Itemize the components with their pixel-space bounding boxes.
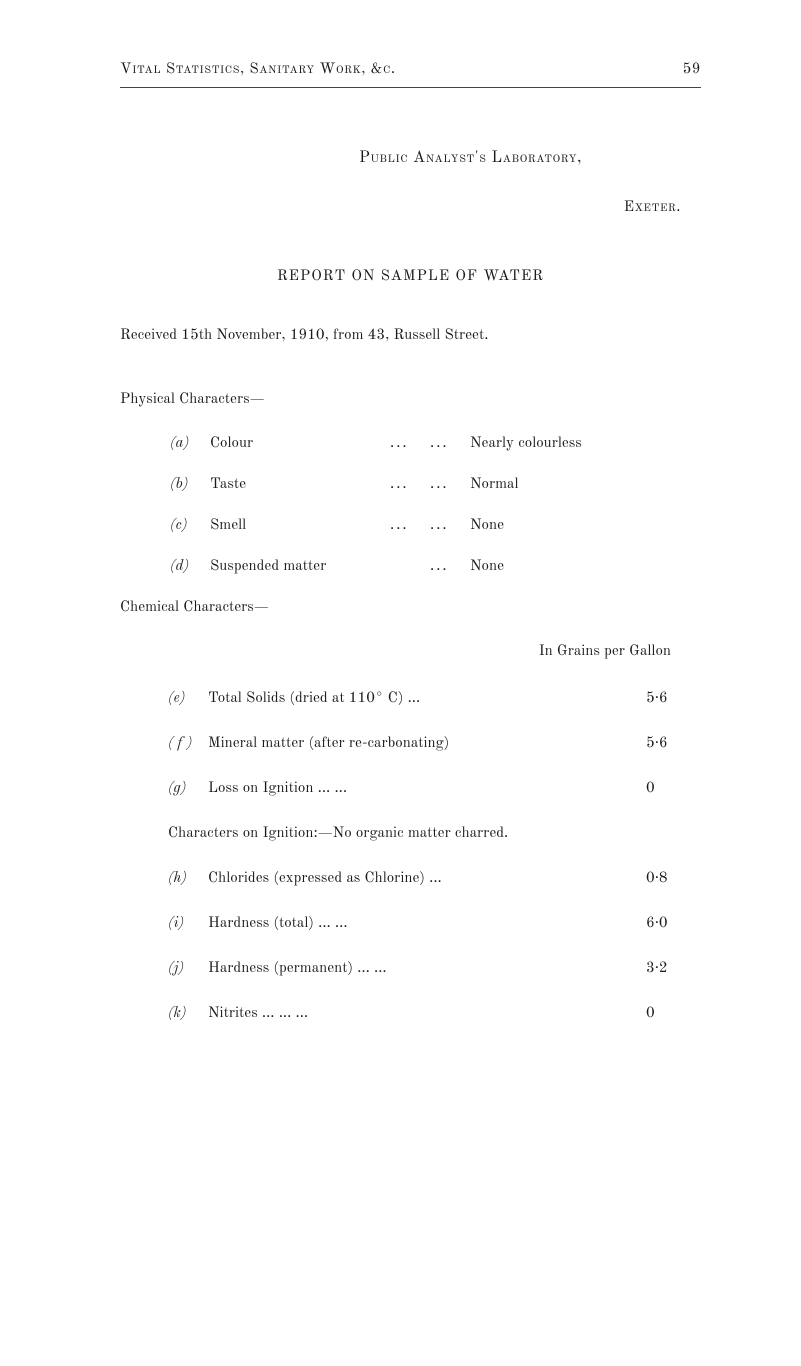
chemical-item: (e)Total Solids (dried at 110° C) ...5·6	[120, 689, 701, 708]
chemical-item: (j)Hardness (permanent) ... ...3·2	[120, 959, 701, 978]
lab-title: Public Analyst's Laboratory,	[120, 148, 701, 168]
chemical-items-top: (e)Total Solids (dried at 110° C) ...5·6…	[120, 689, 701, 798]
item-desc: Hardness (total) ... ...	[208, 914, 646, 933]
item-tag: (k)	[168, 1004, 208, 1023]
item-mid-dots: ...	[430, 475, 470, 494]
item-desc: Hardness (permanent) ... ...	[208, 959, 646, 978]
physical-label: Physical Characters—	[120, 390, 701, 409]
item-value: 6·0	[646, 914, 701, 933]
location: Exeter.	[120, 198, 701, 217]
chemical-item: (i)Hardness (total) ... ...6·0	[120, 914, 701, 933]
item-desc: Chlorides (expressed as Chlorine) ...	[208, 869, 646, 888]
chemical-item: ( f )Mineral matter (after re-carbonatin…	[120, 734, 701, 753]
item-value: 0	[646, 779, 701, 798]
item-tag: (g)	[168, 779, 208, 798]
report-title: REPORT ON SAMPLE OF WATER	[120, 267, 701, 286]
item-value: 0	[646, 1004, 701, 1023]
item-value: Nearly colourless	[470, 434, 701, 453]
item-value: 5·6	[646, 689, 701, 708]
item-value: 3·2	[646, 959, 701, 978]
item-value: None	[470, 516, 701, 535]
chemical-item: (g)Loss on Ignition ... ...0	[120, 779, 701, 798]
physical-item: (b)Taste......Normal	[120, 475, 701, 494]
item-dots: ...	[390, 475, 430, 494]
item-tag: (i)	[168, 914, 208, 933]
page-number: 59	[683, 60, 701, 79]
item-label: Smell	[210, 516, 390, 535]
characters-line: Characters on Ignition:—No organic matte…	[120, 824, 701, 843]
header-rule	[120, 87, 701, 88]
received-line: Received 15th November, 1910, from 43, R…	[120, 326, 701, 345]
item-label: Suspended matter	[210, 557, 390, 576]
chemical-items-bottom: (h)Chlorides (expressed as Chlorine) ...…	[120, 869, 701, 1023]
item-desc: Nitrites ... ... ...	[208, 1004, 646, 1023]
item-desc: Total Solids (dried at 110° C) ...	[208, 689, 646, 708]
item-dots: ...	[390, 516, 430, 535]
item-tag: (c)	[170, 516, 210, 535]
running-header: Vital Statistics, Sanitary Work, &c. 59	[120, 60, 701, 79]
item-mid-dots: ...	[430, 434, 470, 453]
item-value: None	[470, 557, 701, 576]
physical-item: (a)Colour......Nearly colourless	[120, 434, 701, 453]
grains-label: In Grains per Gallon	[120, 642, 701, 661]
physical-item: (d)Suspended matter...None	[120, 557, 701, 576]
item-tag: (h)	[168, 869, 208, 888]
item-dots: ...	[390, 434, 430, 453]
item-tag: (d)	[170, 557, 210, 576]
item-label: Taste	[210, 475, 390, 494]
item-label: Colour	[210, 434, 390, 453]
item-mid-dots: ...	[430, 557, 470, 576]
item-value: 5·6	[646, 734, 701, 753]
item-tag: (j)	[168, 959, 208, 978]
chemical-label: Chemical Characters—	[120, 598, 701, 617]
item-dots	[390, 557, 430, 576]
item-tag: (a)	[170, 434, 210, 453]
chemical-item: (k)Nitrites ... ... ...0	[120, 1004, 701, 1023]
item-mid-dots: ...	[430, 516, 470, 535]
item-tag: (e)	[168, 689, 208, 708]
item-desc: Loss on Ignition ... ...	[208, 779, 646, 798]
header-title: Vital Statistics, Sanitary Work, &c.	[120, 60, 396, 79]
item-value: Normal	[470, 475, 701, 494]
physical-item: (c)Smell......None	[120, 516, 701, 535]
item-tag: (b)	[170, 475, 210, 494]
item-tag: ( f )	[168, 734, 208, 753]
item-value: 0·8	[646, 869, 701, 888]
item-desc: Mineral matter (after re-carbonating)	[208, 734, 646, 753]
physical-items: (a)Colour......Nearly colourless(b)Taste…	[120, 434, 701, 576]
chemical-item: (h)Chlorides (expressed as Chlorine) ...…	[120, 869, 701, 888]
